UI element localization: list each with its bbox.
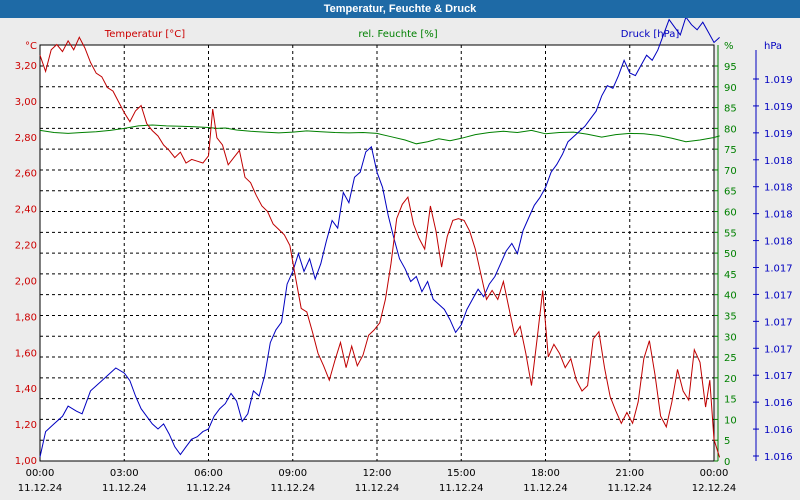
humidity-tick-label: 90: [724, 83, 737, 94]
left-tick-label: 2,40: [15, 205, 37, 216]
x-tick-date: 11.12.24: [270, 483, 315, 494]
temperature-legend-label: Temperatur [°C]: [104, 29, 185, 40]
x-tick-time: 09:00: [278, 468, 307, 479]
left-tick-label: 1,40: [15, 384, 37, 395]
left-tick-label: 2,80: [15, 133, 37, 144]
pressure-tick-label: 1.017: [764, 264, 793, 275]
x-tick-time: 00:00: [700, 468, 729, 479]
x-tick-date: 12.12.24: [692, 483, 737, 494]
x-tick-time: 00:00: [26, 468, 55, 479]
humidity-unit-label: %: [724, 41, 734, 52]
humidity-tick-label: 80: [724, 124, 737, 135]
humidity-tick-label: 35: [724, 311, 737, 322]
x-tick-date: 11.12.24: [607, 483, 652, 494]
pressure-tick-label: 1.018: [764, 237, 793, 248]
left-tick-label: 1,20: [15, 420, 37, 431]
pressure-tick-label: 1.017: [764, 317, 793, 328]
left-tick-label: 1,80: [15, 312, 37, 323]
left-tick-label: 3,20: [15, 61, 37, 72]
pressure-tick-label: 1.018: [764, 183, 793, 194]
series: [39, 18, 721, 458]
x-tick-date: 11.12.24: [439, 483, 484, 494]
pressure-unit-label: hPa: [764, 41, 782, 52]
humidity-tick-label: 50: [724, 249, 737, 260]
pressure-line: [39, 18, 720, 458]
humidity-tick-label: 45: [724, 270, 737, 281]
pressure-legend-label: Druck [hPa]: [621, 29, 680, 40]
left-tick-label: 2,60: [15, 169, 37, 180]
chart: 00:00 11.12.24 03:00 11.12.24 06:00 11.12.24 0…: [15, 18, 793, 494]
humidity-tick-label: 85: [724, 104, 737, 115]
humidity-line: [39, 124, 720, 145]
x-tick-date: 11.12.24: [102, 483, 147, 494]
humidity-legend-label: rel. Feuchte [%]: [358, 29, 437, 40]
left-tick-label: 2,00: [15, 276, 37, 287]
pressure-tick-label: 1.017: [764, 290, 793, 301]
pressure-tick-label: 1.019: [764, 129, 793, 140]
pressure-tick-label: 1.016: [764, 425, 793, 436]
x-tick-time: 18:00: [531, 468, 560, 479]
window-title: Temperatur, Feuchte & Druck: [0, 0, 800, 18]
humidity-tick-label: 5: [724, 436, 730, 447]
pressure-tick-label: 1.019: [764, 102, 793, 113]
temperature-line: [39, 36, 721, 458]
left-unit-label: °C: [25, 41, 37, 52]
x-tick-time: 06:00: [194, 468, 223, 479]
x-tick-time: 21:00: [615, 468, 644, 479]
pressure-tick-label: 1.018: [764, 156, 793, 167]
humidity-tick-label: 15: [724, 395, 737, 406]
left-tick-label: 1,00: [15, 456, 37, 467]
pressure-tick-label: 1.019: [764, 75, 793, 86]
pressure-tick-label: 1.018: [764, 210, 793, 221]
x-tick-time: 15:00: [447, 468, 476, 479]
labels: 00:00 11.12.24 03:00 11.12.24 06:00 11.12.24 0…: [15, 29, 793, 494]
pressure-tick-label: 1.016: [764, 398, 793, 409]
x-tick-time: 03:00: [110, 468, 139, 479]
x-tick-time: 12:00: [363, 468, 392, 479]
pressure-tick-label: 1.017: [764, 344, 793, 355]
humidity-tick-label: 75: [724, 145, 737, 156]
axes: [714, 45, 759, 462]
x-tick-date: 11.12.24: [355, 483, 400, 494]
humidity-tick-label: 0: [724, 457, 730, 468]
grid: [40, 45, 714, 461]
humidity-tick-label: 25: [724, 353, 737, 364]
humidity-tick-label: 30: [724, 332, 737, 343]
left-tick-label: 3,00: [15, 97, 37, 108]
x-tick-date: 11.12.24: [18, 483, 63, 494]
pressure-tick-label: 1.016: [764, 452, 793, 463]
left-tick-label: 1,60: [15, 348, 37, 359]
humidity-tick-label: 70: [724, 166, 737, 177]
x-tick-date: 11.12.24: [523, 483, 568, 494]
x-tick-date: 11.12.24: [186, 483, 231, 494]
humidity-tick-label: 55: [724, 228, 737, 239]
left-tick-label: 2,20: [15, 241, 37, 252]
humidity-tick-label: 10: [724, 415, 737, 426]
humidity-tick-label: 20: [724, 374, 737, 385]
humidity-tick-label: 95: [724, 62, 737, 73]
humidity-tick-label: 65: [724, 187, 737, 198]
humidity-tick-label: 40: [724, 291, 737, 302]
humidity-tick-label: 60: [724, 208, 737, 219]
pressure-tick-label: 1.017: [764, 371, 793, 382]
